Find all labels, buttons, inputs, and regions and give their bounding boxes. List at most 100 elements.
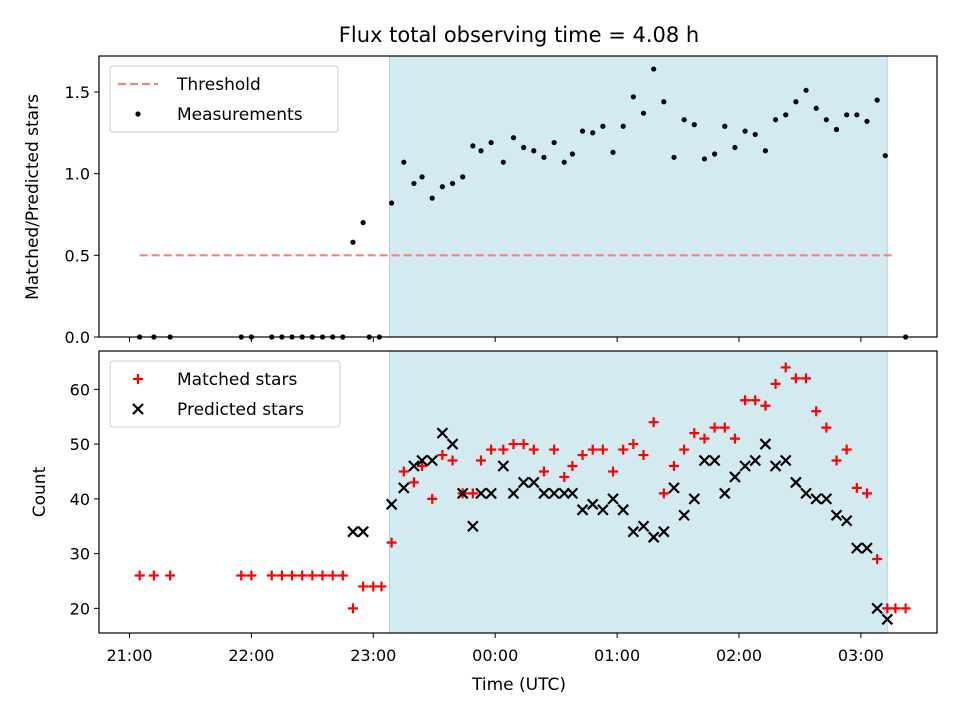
chart-title: Flux total observing time = 4.08 h <box>339 23 699 47</box>
bottom-plus-point <box>447 455 458 466</box>
x-tick-label: 01:00 <box>594 646 640 665</box>
top-dot-point <box>854 112 860 118</box>
top-dot-point <box>732 144 738 151</box>
top-dot-point <box>350 239 356 245</box>
bottom-plus-point <box>770 378 781 389</box>
top-dot-point <box>541 154 547 160</box>
top-dot-point <box>561 159 567 165</box>
bottom-x-point <box>538 487 550 500</box>
bottom-y-tick-label: 30 <box>70 545 90 564</box>
bottom-x-point <box>446 438 459 450</box>
bottom-plus-point <box>236 570 247 581</box>
bottom-x-point <box>871 602 883 615</box>
bottom-x-point <box>810 493 822 505</box>
bottom-plus-point <box>437 450 448 461</box>
x-tick-label: 22:00 <box>228 646 274 665</box>
bottom-x-point <box>485 487 497 500</box>
top-dot-point <box>844 112 850 118</box>
bottom-plus-point <box>567 460 578 471</box>
bottom-plus-point <box>821 422 832 433</box>
bottom-x-point <box>769 460 782 472</box>
top-dot-point <box>712 151 718 157</box>
top-dot-point <box>640 110 647 116</box>
bottom-plus-point <box>729 433 740 444</box>
bottom-x-point <box>467 520 479 533</box>
bottom-x-point <box>528 476 540 489</box>
top-dot-point <box>411 180 417 187</box>
top-y-axis-label: Matched/Predicted stars <box>23 94 43 300</box>
bottom-legend-box <box>109 360 341 428</box>
bottom-x-point <box>658 525 670 538</box>
top-dot-point <box>510 135 517 141</box>
bottom-plus-point <box>689 428 700 439</box>
top-dot-point <box>701 156 708 162</box>
top-dot-point <box>752 131 758 138</box>
top-dot-point <box>439 184 445 190</box>
bottom-plus-point <box>841 444 852 455</box>
bottom-x-point <box>597 504 609 516</box>
x-tick-label: 23:00 <box>350 646 396 665</box>
bottom-plus-point <box>801 373 812 384</box>
top-dot-point <box>691 122 697 128</box>
legend-series-label: Measurements <box>177 105 303 125</box>
bottom-plus-point <box>508 439 519 450</box>
top-y-tick-label: 1.0 <box>65 165 90 184</box>
bottom-plus-point <box>658 488 669 499</box>
bottom-plus-point <box>427 493 438 504</box>
bottom-plus-point <box>628 439 639 450</box>
bottom-x-point <box>739 460 751 472</box>
bottom-x-point <box>881 613 894 626</box>
bottom-plus-point <box>408 477 419 488</box>
bottom-plus-point <box>358 581 369 592</box>
top-axes-frame <box>98 55 938 338</box>
bottom-plus-point <box>587 444 598 455</box>
x-tick-label: 21:00 <box>106 646 152 665</box>
x-tick-label: 02:00 <box>716 646 762 665</box>
top-dot-point <box>388 200 395 206</box>
bottom-plus-point <box>760 400 771 411</box>
x-tick-label: 00:00 <box>472 646 518 665</box>
top-dot-point <box>620 123 626 129</box>
bottom-x-point <box>637 520 650 533</box>
bottom-plus-point <box>486 444 497 455</box>
bottom-plus-point <box>719 422 730 433</box>
bottom-x-point <box>617 504 629 516</box>
top-y-tick-label: 0.5 <box>65 246 90 265</box>
bottom-x-point <box>507 487 520 500</box>
bottom-x-point <box>840 514 853 527</box>
bottom-plus-point <box>679 444 690 455</box>
bottom-plus-point <box>337 570 348 581</box>
bottom-plus-point <box>851 482 862 493</box>
bottom-y-axis-label: Count <box>30 466 50 517</box>
bottom-x-point <box>517 476 530 489</box>
bottom-x-point <box>800 487 812 500</box>
bottom-plus-point <box>475 455 486 466</box>
bottom-x-point <box>397 482 410 494</box>
top-legend-box <box>109 65 339 133</box>
bottom-x-point <box>698 454 711 467</box>
top-dot-point <box>551 139 557 146</box>
bottom-plus-point <box>699 433 710 444</box>
bottom-y-tick-label: 20 <box>70 599 90 618</box>
bottom-plus-point <box>831 455 842 466</box>
bottom-x-point <box>820 493 833 505</box>
bottom-x-point <box>436 427 449 439</box>
bottom-x-point <box>688 493 701 505</box>
bottom-plus-point <box>549 444 560 455</box>
bottom-x-point <box>408 460 420 472</box>
bottom-plus-point <box>386 537 397 548</box>
top-dot-point <box>521 144 527 151</box>
bottom-plus-point <box>709 422 720 433</box>
x-tick-label: 03:00 <box>838 646 884 665</box>
top-dot-point <box>874 97 880 103</box>
top-dot-point <box>419 174 425 180</box>
bottom-plus-point <box>528 444 539 455</box>
top-dot-point <box>651 66 657 72</box>
bottom-x-point <box>576 504 589 516</box>
bottom-y-tick-label: 50 <box>70 435 90 454</box>
bottom-x-point <box>668 482 680 494</box>
bottom-plus-point <box>861 488 872 499</box>
top-dot-point <box>579 128 586 134</box>
top-dot-point <box>722 123 728 129</box>
top-dot-point <box>600 123 606 129</box>
